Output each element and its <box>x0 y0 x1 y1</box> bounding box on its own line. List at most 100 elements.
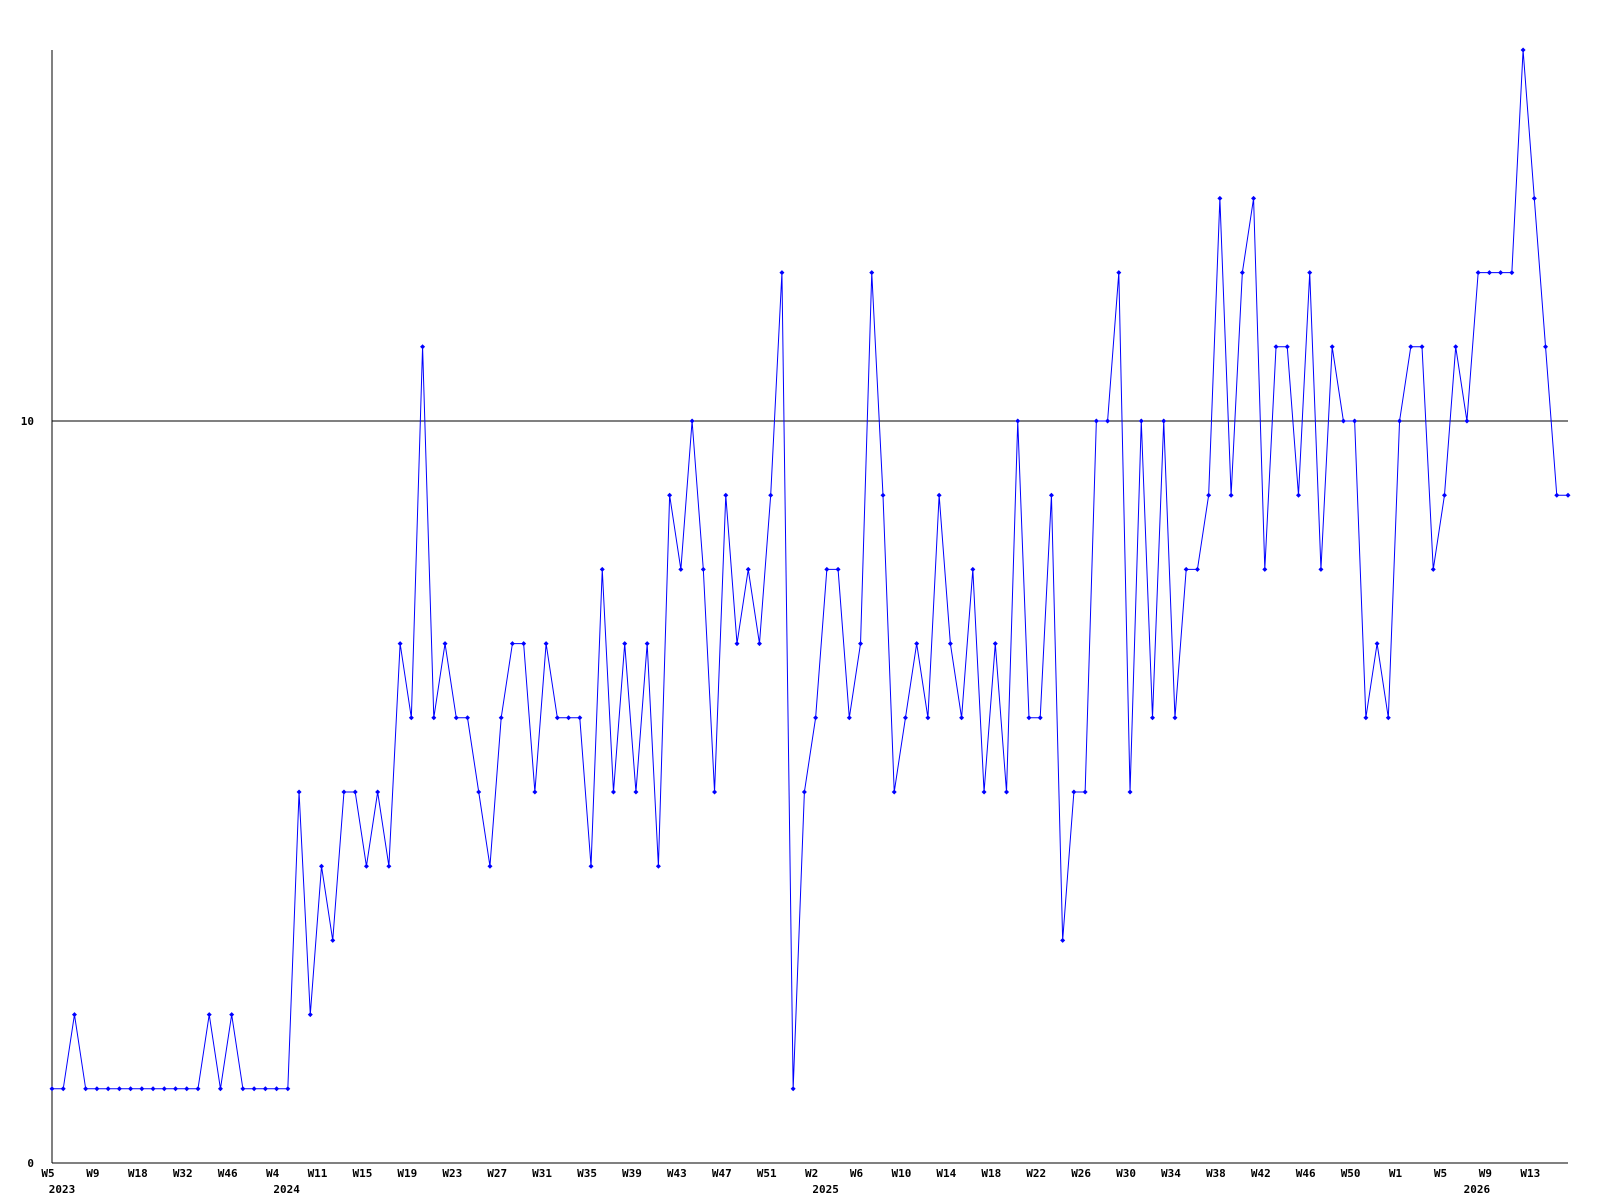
marker <box>947 641 953 647</box>
x-tick-label: W9 <box>1479 1167 1492 1180</box>
marker <box>1048 492 1054 498</box>
marker <box>1150 715 1156 721</box>
marker <box>644 641 650 647</box>
marker <box>408 715 414 721</box>
marker <box>1217 195 1223 201</box>
x-tick-label: W2 <box>805 1167 818 1180</box>
x-year-label: 2023 <box>49 1183 76 1196</box>
marker <box>139 1086 145 1092</box>
marker <box>914 641 920 647</box>
marker <box>1453 344 1459 350</box>
marker <box>554 715 560 721</box>
marker <box>1004 789 1010 795</box>
marker <box>274 1086 280 1092</box>
marker <box>756 641 762 647</box>
marker <box>1015 418 1021 424</box>
marker <box>1228 492 1234 498</box>
marker <box>1475 270 1481 276</box>
x-tick-label: W51 <box>757 1167 777 1180</box>
marker <box>330 937 336 943</box>
marker <box>734 641 740 647</box>
marker <box>599 566 605 572</box>
marker <box>453 715 459 721</box>
marker <box>1464 418 1470 424</box>
marker <box>1430 566 1436 572</box>
marker <box>566 715 572 721</box>
x-tick-label: W15 <box>352 1167 372 1180</box>
marker <box>71 1012 77 1018</box>
marker <box>1408 344 1414 350</box>
marker <box>610 789 616 795</box>
x-year-label: 2025 <box>812 1183 839 1196</box>
marker <box>352 789 358 795</box>
marker <box>689 418 695 424</box>
marker <box>128 1086 134 1092</box>
marker <box>498 715 504 721</box>
marker <box>116 1086 122 1092</box>
x-year-label: 2024 <box>273 1183 300 1196</box>
marker <box>1307 270 1313 276</box>
x-tick-label: W42 <box>1251 1167 1271 1180</box>
marker <box>94 1086 100 1092</box>
marker <box>1138 418 1144 424</box>
marker <box>577 715 583 721</box>
marker <box>1284 344 1290 350</box>
marker <box>229 1012 235 1018</box>
marker <box>1183 566 1189 572</box>
marker <box>521 641 527 647</box>
marker <box>723 492 729 498</box>
marker <box>173 1086 179 1092</box>
marker <box>1385 715 1391 721</box>
marker <box>1127 789 1133 795</box>
marker <box>1082 789 1088 795</box>
marker <box>835 566 841 572</box>
marker <box>959 715 965 721</box>
marker <box>970 566 976 572</box>
marker <box>1105 418 1111 424</box>
marker <box>1340 418 1346 424</box>
marker <box>363 863 369 869</box>
x-tick-label: W46 <box>218 1167 238 1180</box>
marker <box>981 789 987 795</box>
marker <box>667 492 673 498</box>
marker <box>206 1012 212 1018</box>
marker <box>240 1086 246 1092</box>
marker <box>1520 47 1526 53</box>
x-tick-label: W32 <box>173 1167 193 1180</box>
marker <box>1374 641 1380 647</box>
marker <box>869 270 875 276</box>
x-tick-label: W46 <box>1296 1167 1316 1180</box>
marker <box>936 492 942 498</box>
marker <box>1116 270 1122 276</box>
marker <box>1295 492 1301 498</box>
marker <box>678 566 684 572</box>
marker <box>891 789 897 795</box>
marker <box>532 789 538 795</box>
marker <box>846 715 852 721</box>
marker <box>1071 789 1077 795</box>
marker <box>1419 344 1425 350</box>
marker <box>902 715 908 721</box>
marker <box>992 641 998 647</box>
marker <box>262 1086 268 1092</box>
marker <box>790 1086 796 1092</box>
x-tick-label: W18 <box>981 1167 1001 1180</box>
marker <box>60 1086 66 1092</box>
marker <box>1060 937 1066 943</box>
x-tick-label: W35 <box>577 1167 597 1180</box>
y-tick-label: 10 <box>21 415 34 428</box>
marker <box>1318 566 1324 572</box>
x-tick-label: W50 <box>1341 1167 1361 1180</box>
x-tick-label: W38 <box>1206 1167 1226 1180</box>
marker <box>1554 492 1560 498</box>
marker <box>1565 492 1571 498</box>
marker <box>655 863 661 869</box>
marker <box>49 1086 55 1092</box>
x-tick-label: W9 <box>86 1167 99 1180</box>
marker <box>543 641 549 647</box>
x-tick-label: W34 <box>1161 1167 1181 1180</box>
marker <box>801 789 807 795</box>
marker <box>1498 270 1504 276</box>
marker <box>1352 418 1358 424</box>
marker <box>1441 492 1447 498</box>
